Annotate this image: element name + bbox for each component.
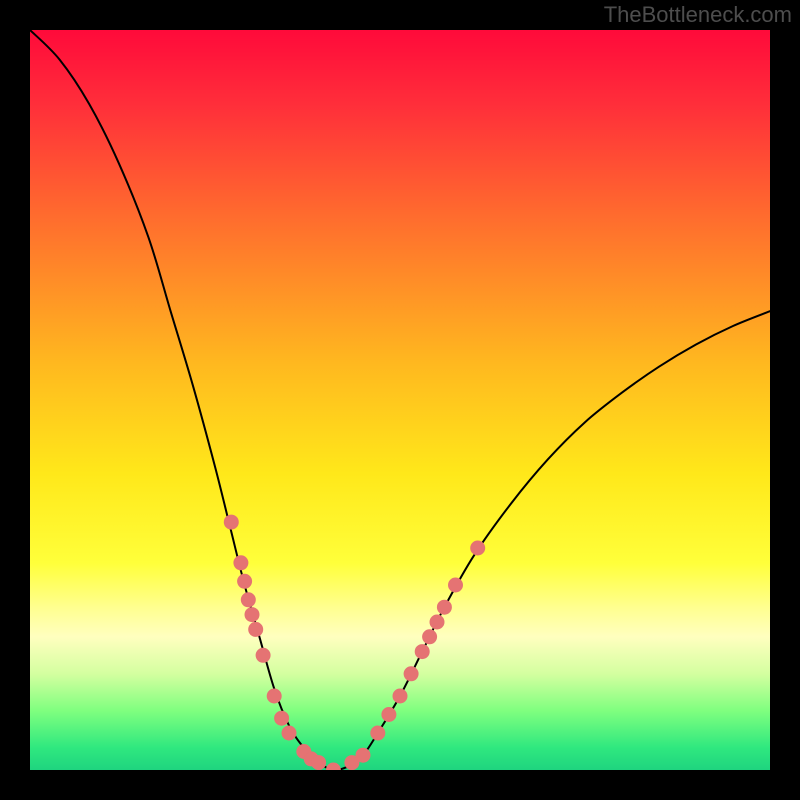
data-marker [430, 615, 444, 629]
data-marker [449, 578, 463, 592]
data-marker [326, 763, 340, 777]
data-marker [382, 708, 396, 722]
data-marker [404, 667, 418, 681]
data-marker [437, 600, 451, 614]
data-marker [356, 748, 370, 762]
data-marker [371, 726, 385, 740]
data-marker [312, 756, 326, 770]
data-marker [256, 648, 270, 662]
data-marker [275, 711, 289, 725]
data-marker [238, 574, 252, 588]
data-marker [245, 608, 259, 622]
data-marker [471, 541, 485, 555]
data-marker [282, 726, 296, 740]
data-marker [393, 689, 407, 703]
data-marker [241, 593, 255, 607]
data-marker [423, 630, 437, 644]
data-marker [234, 556, 248, 570]
data-marker [224, 515, 238, 529]
chart-svg [0, 0, 800, 800]
data-marker [249, 622, 263, 636]
data-marker [415, 645, 429, 659]
chart-container: TheBottleneck.com [0, 0, 800, 800]
data-marker [267, 689, 281, 703]
watermark-text: TheBottleneck.com [604, 2, 792, 28]
gradient-background [30, 30, 770, 770]
